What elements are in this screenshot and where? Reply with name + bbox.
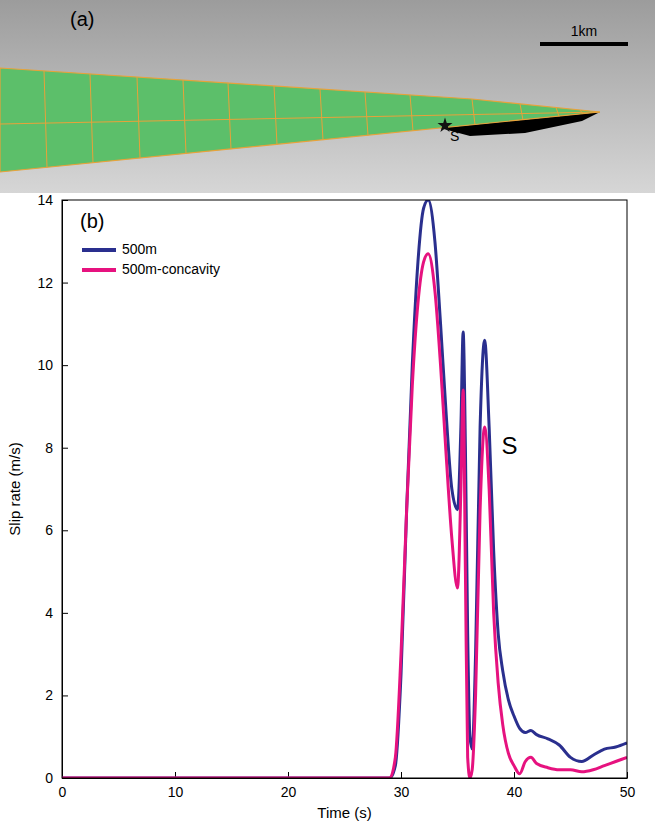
diagram-background	[0, 0, 655, 193]
x-tick-label: 30	[394, 784, 410, 800]
mesh-line	[556, 108, 559, 117]
x-tick-label: 50	[620, 784, 636, 800]
x-tick: 10	[168, 772, 184, 800]
y-tick-mark	[62, 530, 68, 531]
y-tick-mark	[62, 613, 68, 614]
x-axis: 0 10 20 30 40 50	[59, 772, 636, 800]
x-axis-title: Time (s)	[317, 804, 371, 821]
plot-background	[62, 200, 627, 778]
x-tick-mark	[514, 772, 515, 778]
y-tick-label: 0	[45, 770, 53, 786]
x-tick: 40	[507, 772, 523, 800]
x-tick-label: 40	[507, 784, 523, 800]
station-label: S	[450, 128, 459, 144]
mesh-line	[137, 77, 140, 158]
panel-a: S 1km (a)	[0, 0, 655, 193]
mesh-line	[0, 112, 600, 124]
plot-frame	[62, 200, 627, 778]
series-group	[62, 200, 627, 778]
mesh-line	[320, 89, 323, 140]
x-tick-label: 10	[168, 784, 184, 800]
x-tick: 30	[394, 772, 410, 800]
panel-label: (b)	[80, 210, 104, 232]
mesh-line	[365, 92, 368, 136]
y-tick: 10	[37, 357, 68, 373]
scale-bar	[540, 42, 628, 46]
legend-swatch	[82, 248, 116, 252]
mesh-line	[228, 83, 231, 149]
y-tick-mark	[62, 283, 68, 284]
mesh-line	[274, 86, 277, 145]
panel-b: 0 10 20 30 40 50 0 2 4 6 8 10 12 14 Time (s) Slip rate …	[6, 192, 635, 821]
y-tick: 6	[45, 522, 68, 538]
mesh-line	[44, 71, 47, 168]
x-tick-mark	[401, 772, 402, 778]
y-tick-label: 2	[45, 687, 53, 703]
x-tick: 50	[620, 772, 636, 800]
y-axis: 0 2 4 6 8 10 12 14	[37, 192, 68, 786]
y-tick: 2	[45, 687, 68, 703]
y-tick-label: 8	[45, 440, 53, 456]
x-tick-label: 20	[281, 784, 297, 800]
y-tick-mark	[62, 695, 68, 696]
legend-label: 500m-concavity	[122, 261, 220, 277]
mesh-line	[410, 95, 413, 131]
mesh-wedge	[0, 68, 600, 172]
mesh-line	[520, 104, 523, 120]
y-axis-title: Slip rate (m/s)	[6, 442, 23, 535]
x-tick-label: 0	[59, 784, 67, 800]
x-tick: 20	[281, 772, 297, 800]
legend-swatch	[82, 268, 116, 272]
series-line	[62, 254, 627, 778]
panel-label: (a)	[70, 8, 94, 30]
annotation: S	[502, 432, 518, 459]
y-tick: 8	[45, 440, 68, 456]
y-tick-label: 6	[45, 522, 53, 538]
y-tick-mark	[62, 365, 68, 366]
y-tick-mark	[62, 448, 68, 449]
scale-bar-label: 1km	[571, 23, 597, 39]
y-tick-label: 4	[45, 605, 53, 621]
legend-label: 500m	[122, 241, 157, 257]
y-tick: 4	[45, 605, 68, 621]
y-tick-label: 12	[37, 275, 53, 291]
mesh-line	[183, 80, 186, 154]
y-tick: 12	[37, 275, 68, 291]
figure: S 1km (a) 0 10 20 30 40 50 0 2 4 6 8 10 12 14 Time (s) Sli…	[0, 0, 655, 823]
legend: 500m 500m-concavity	[82, 241, 220, 277]
y-tick-label: 10	[37, 357, 53, 373]
mesh-line	[90, 74, 93, 163]
mesh-line	[472, 99, 475, 125]
series-line	[62, 200, 627, 778]
y-tick-label: 14	[37, 192, 53, 208]
